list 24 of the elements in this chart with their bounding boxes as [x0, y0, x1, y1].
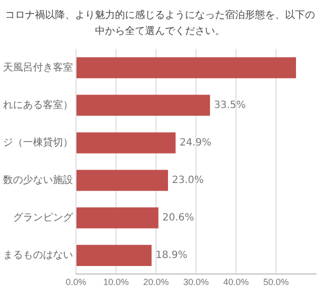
y-tick-label: れにある客室） — [3, 99, 73, 112]
data-label: 33.5% — [214, 100, 246, 111]
bar — [76, 57, 296, 78]
chart-title: コロナ禍以降、より魅力的に感じるようになった宿泊形態を、以下の中から全て選んでください。 — [4, 8, 316, 39]
bar — [76, 132, 176, 154]
x-tick-label: 50.0% — [263, 277, 289, 288]
x-tick-label: 30.0% — [183, 277, 209, 288]
x-tick-label: 0.0% — [66, 277, 86, 288]
y-tick-label: グランピング — [13, 212, 74, 224]
data-label: 23.0% — [172, 174, 204, 186]
data-label: 20.6% — [162, 212, 194, 224]
x-tick-label: 40.0% — [223, 277, 249, 288]
x-tick-label: 10.0% — [103, 277, 129, 288]
data-label: 18.9% — [156, 250, 188, 262]
bar — [76, 244, 152, 266]
y-tick-label: 数の少ない施設 — [3, 174, 73, 186]
y-tick-label: まるものはない — [3, 250, 73, 262]
data-label: 24.9% — [180, 137, 212, 148]
bar — [76, 94, 210, 116]
y-tick-label: ジ（一棟貸切） — [3, 136, 73, 149]
bar — [76, 170, 168, 191]
x-tick-label: 20.0% — [143, 277, 169, 288]
bar — [76, 207, 158, 228]
y-tick-label: 天風呂付き客室 — [3, 62, 73, 74]
